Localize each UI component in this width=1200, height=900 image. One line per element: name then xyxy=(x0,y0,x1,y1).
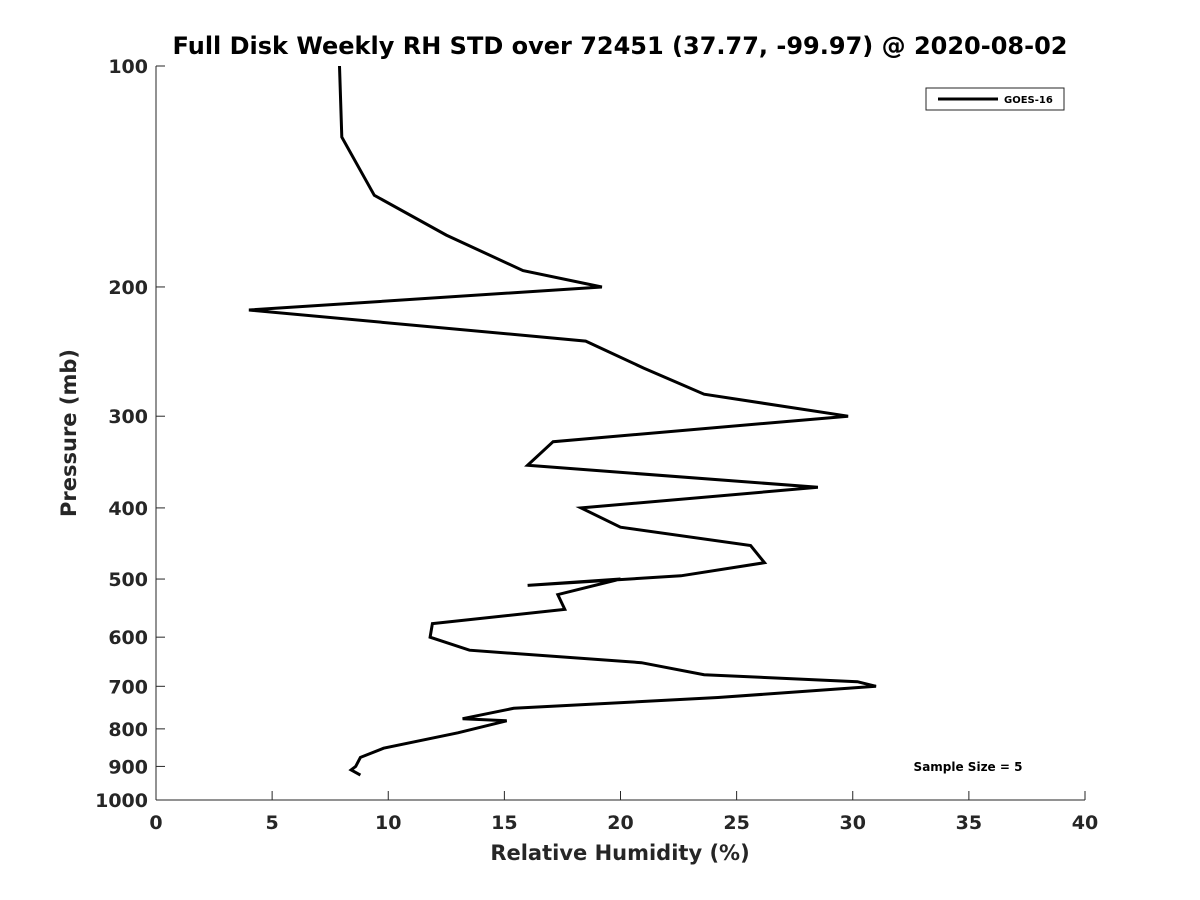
x-tick-label: 0 xyxy=(149,812,162,834)
series-layer xyxy=(248,65,877,777)
legend-label-goes-16: GOES-16 xyxy=(1004,95,1053,106)
y-ticks: 100 200 300 400 500 600 700 800 900 1000 xyxy=(95,56,165,812)
y-tick-label: 1000 xyxy=(95,790,148,812)
y-tick-label: 600 xyxy=(108,627,148,649)
y-tick-label: 900 xyxy=(108,756,148,778)
x-axis-label: Relative Humidity (%) xyxy=(490,841,749,865)
y-tick-label: 200 xyxy=(108,277,148,299)
y-tick-label: 500 xyxy=(108,569,148,591)
x-tick-label: 25 xyxy=(723,812,749,834)
x-tick-label: 20 xyxy=(607,812,633,834)
sample-size-annotation: Sample Size = 5 xyxy=(914,760,1023,774)
y-tick-label: 700 xyxy=(108,676,148,698)
chart-title: Full Disk Weekly RH STD over 72451 (37.7… xyxy=(173,32,1068,60)
y-tick-label: 800 xyxy=(108,719,148,741)
x-tick-label: 15 xyxy=(491,812,517,834)
y-tick-label: 300 xyxy=(108,406,148,428)
x-ticks: 0 5 10 15 20 25 30 35 40 xyxy=(149,791,1098,834)
x-tick-label: 5 xyxy=(266,812,279,834)
x-tick-label: 10 xyxy=(375,812,401,834)
series-line-goes-16 xyxy=(248,65,877,777)
x-tick-label: 40 xyxy=(1072,812,1098,834)
y-tick-label: 100 xyxy=(108,56,148,78)
x-tick-label: 30 xyxy=(840,812,866,834)
y-axis-label: Pressure (mb) xyxy=(57,349,81,517)
legend: GOES-16 xyxy=(925,87,1065,111)
x-tick-label: 35 xyxy=(956,812,982,834)
y-tick-label: 400 xyxy=(108,498,148,520)
